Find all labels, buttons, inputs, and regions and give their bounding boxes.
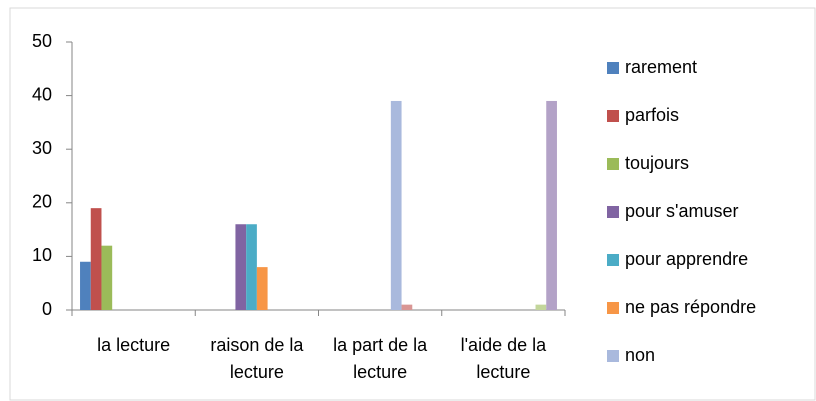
legend-swatch: [607, 350, 619, 362]
legend-label: non: [625, 345, 655, 365]
y-tick-label: 10: [32, 245, 52, 265]
bar: [401, 304, 413, 310]
x-tick-label: l'aide de la lecture: [460, 335, 547, 382]
x-tick-label: raison de la lecture: [210, 335, 304, 382]
legend-swatch: [607, 158, 619, 170]
legend-label: parfois: [625, 105, 679, 125]
bar: [546, 100, 557, 311]
legend-label: pour s'amuser: [625, 201, 738, 221]
bar: [535, 304, 547, 310]
legend-label: pour apprendre: [625, 249, 748, 269]
y-tick-label: 30: [32, 138, 52, 158]
bar: [90, 208, 102, 310]
y-tick-label: 40: [32, 84, 52, 104]
bar: [235, 224, 247, 310]
legend-swatch: [607, 254, 619, 266]
legend-swatch: [607, 302, 619, 314]
x-tick-label: la part de la lecture: [333, 335, 428, 382]
bar: [390, 100, 402, 311]
y-tick-label: 0: [42, 299, 52, 319]
bar: [101, 245, 113, 310]
y-tick-label: 20: [32, 192, 52, 212]
legend-label: rarement: [625, 57, 697, 77]
bar: [80, 261, 91, 310]
legend-label: toujours: [625, 153, 689, 173]
legend-swatch: [607, 206, 619, 218]
bar: [246, 224, 257, 310]
legend-swatch: [607, 62, 619, 74]
y-tick-label: 50: [32, 31, 52, 51]
legend-swatch: [607, 110, 619, 122]
chart-border: [9, 7, 816, 401]
bar: [256, 267, 268, 310]
legend-label: ne pas répondre: [625, 297, 756, 317]
x-tick-label: la lecture: [97, 335, 171, 355]
